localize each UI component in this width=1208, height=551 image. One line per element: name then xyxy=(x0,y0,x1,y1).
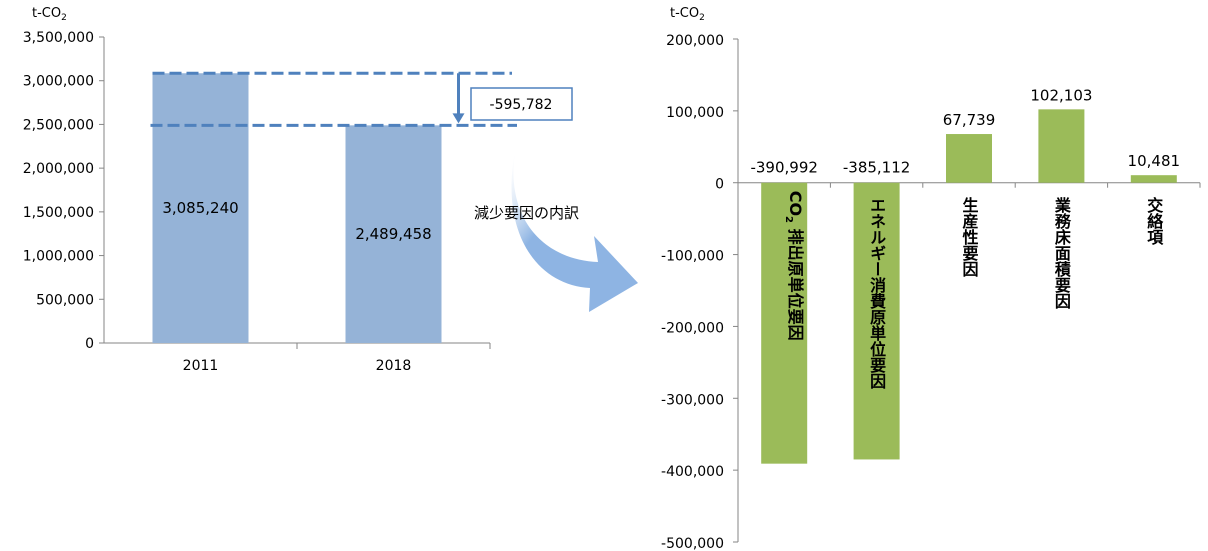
left-x-category-label: 2018 xyxy=(376,358,412,374)
left-unit-label: t-CO2 xyxy=(32,6,67,23)
right-unit-label: t-CO2 xyxy=(670,6,705,23)
right-bar-value-label: 10,481 xyxy=(1128,152,1181,170)
left-y-tick-label: 1,000,000 xyxy=(23,249,94,265)
right-bar-value-label: -390,992 xyxy=(750,159,817,177)
total-emissions-chart: t-CO2 0 500,000 1,000,000 1,500,000 2,000,000… xyxy=(23,6,573,374)
right-y-tick-label: -200,000 xyxy=(661,320,724,336)
right-category-label: CO2 排出原単位要因 xyxy=(783,191,805,341)
left-bar-value-label: 2,489,458 xyxy=(355,225,431,243)
right-category-label: 生産性要因 xyxy=(960,196,979,278)
right-bar xyxy=(761,182,808,464)
right-bar-value-label: -385,112 xyxy=(843,159,910,177)
breakdown-arrow xyxy=(511,152,638,312)
decrease-arrow-head xyxy=(452,113,465,124)
right-category-label: 交絡項 xyxy=(1144,196,1163,246)
right-y-tick-label: -500,000 xyxy=(661,536,724,551)
right-bar xyxy=(946,134,992,183)
left-bar-value-label: 3,085,240 xyxy=(162,199,238,217)
right-bar xyxy=(1130,175,1177,183)
right-y-tick-label: 200,000 xyxy=(666,33,724,49)
left-y-tick-label: 0 xyxy=(85,336,94,352)
right-bar-value-label: 67,739 xyxy=(943,111,996,129)
left-y-tick-label: 500,000 xyxy=(36,292,94,308)
right-category-label: エネルギー消費原単位要因 xyxy=(867,197,886,390)
reduction-breakdown-chart: t-CO2 -500,000 -400,000 -300,000 -200,000 -10… xyxy=(661,6,1201,551)
right-y-tick-label: -400,000 xyxy=(661,464,724,480)
right-y-tick-label: -300,000 xyxy=(661,392,724,408)
right-y-tick-label: -100,000 xyxy=(661,249,724,265)
right-y-tick-label: 100,000 xyxy=(666,105,724,121)
left-bar xyxy=(152,73,249,343)
right-bar-value-label: 102,103 xyxy=(1030,86,1092,104)
left-y-tick-label: 3,000,000 xyxy=(23,74,94,90)
right-category-label: 業務床面積要因 xyxy=(1052,196,1072,310)
left-bar xyxy=(345,125,442,343)
left-y-tick-label: 2,500,000 xyxy=(23,117,94,133)
difference-box xyxy=(470,87,573,121)
left-y-tick-label: 3,500,000 xyxy=(23,30,94,46)
left-x-category-label: 2011 xyxy=(183,358,219,374)
left-y-tick-label: 1,500,000 xyxy=(23,205,94,221)
right-bar xyxy=(853,182,900,460)
right-bar xyxy=(1038,109,1085,183)
right-y-tick-label: 0 xyxy=(715,177,724,193)
difference-label: -595,782 xyxy=(490,97,553,113)
left-y-tick-label: 2,000,000 xyxy=(23,161,94,177)
breakdown-label: 減少要因の内訳 xyxy=(474,204,579,222)
